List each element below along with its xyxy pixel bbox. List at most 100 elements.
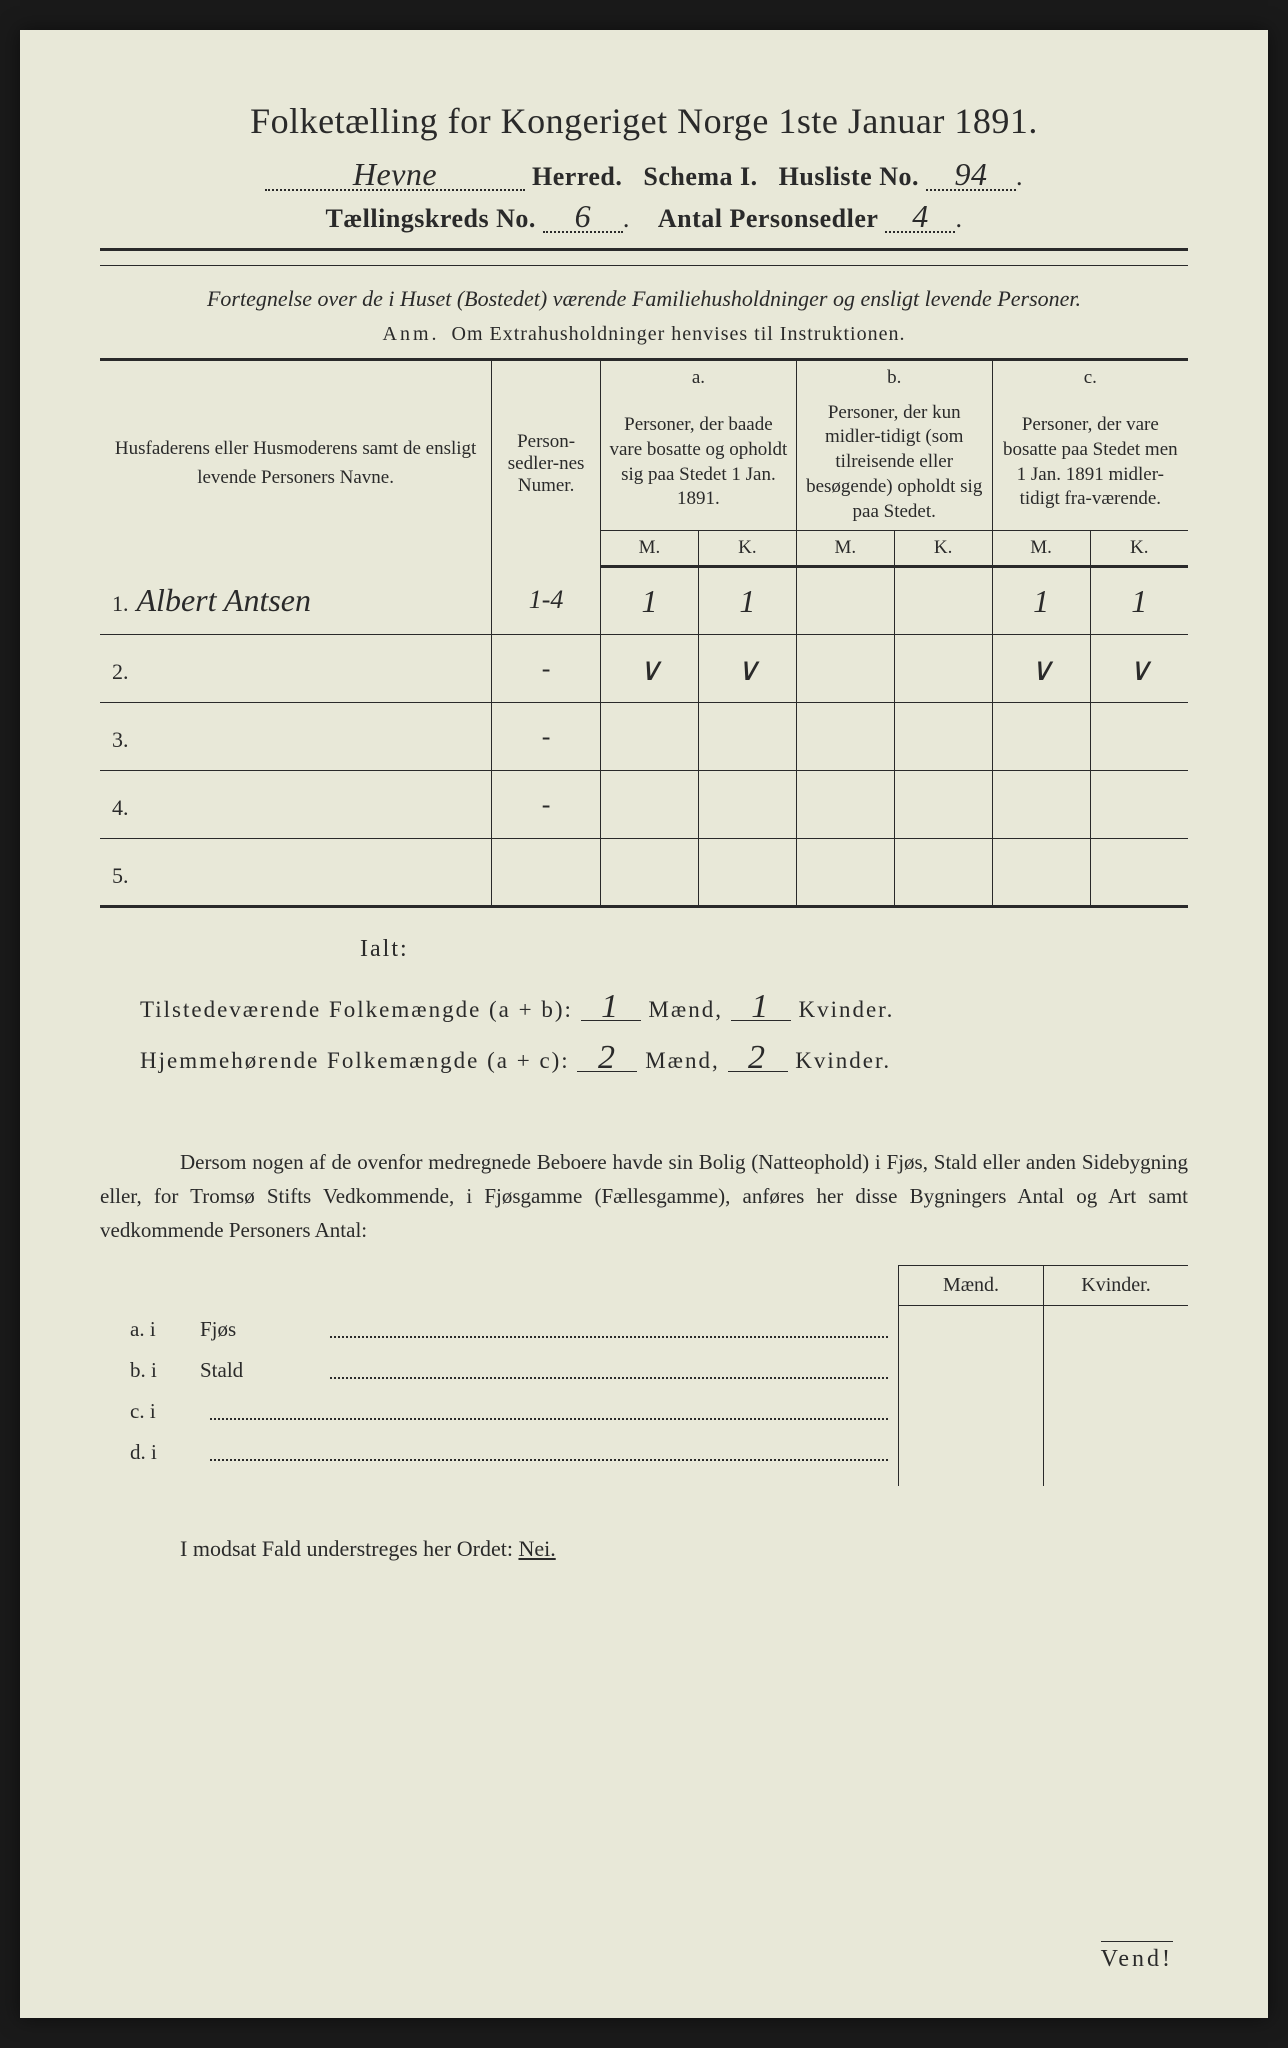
cell-num: -	[492, 635, 601, 703]
cell-bk	[894, 771, 992, 839]
maend-label: Mænd,	[645, 1048, 720, 1073]
cell-name: 5.	[100, 839, 492, 907]
total-resident: Hjemmehørende Folkemængde (a + c): 2 Mæn…	[140, 1036, 1188, 1087]
col-group-a-text: Personer, der baade vare bosatte og opho…	[601, 395, 797, 531]
kvinder-label: Kvinder.	[795, 1048, 891, 1073]
table-row: 3.-	[100, 703, 1188, 771]
form-subtitle: Fortegnelse over de i Huset (Bostedet) v…	[100, 284, 1188, 315]
divider	[100, 265, 1188, 266]
tot2-label: Hjemmehørende Folkemængde (a + c):	[140, 1048, 570, 1073]
kreds-label: Tællingskreds No.	[326, 204, 536, 233]
building-row: c. i	[100, 1391, 898, 1432]
cell-num	[492, 839, 601, 907]
cell-ck	[1090, 839, 1188, 907]
cell-bk	[894, 635, 992, 703]
col-group-b-text: Personer, der kun midler-tidigt (som til…	[796, 395, 992, 531]
nei-pre: I modsat Fald understreges her Ordet:	[180, 1536, 518, 1561]
table-row: 2.-∨∨∨∨	[100, 635, 1188, 703]
tot2-m: 2	[577, 1044, 637, 1072]
census-table: Husfaderens eller Husmoderens samt de en…	[100, 358, 1188, 908]
table-row: 5.	[100, 839, 1188, 907]
herred-label: Herred.	[532, 162, 622, 191]
kvinder-label: Kvinder.	[798, 997, 894, 1022]
cell-bk	[894, 567, 992, 635]
mk-column: Mænd. Kvinder.	[898, 1265, 1188, 1486]
building-section: a. iFjøsb. iStaldc. id. i Mænd. Kvinder.	[100, 1265, 1188, 1486]
cell-name: 3.	[100, 703, 492, 771]
table-row: 4.-	[100, 771, 1188, 839]
header-line-1: Hevne Herred. Schema I. Husliste No. 94.	[100, 160, 1188, 192]
building-row: a. iFjøs	[100, 1309, 898, 1350]
personsedler-label: Antal Personsedler	[658, 204, 879, 233]
col-group-b-label: b.	[796, 359, 992, 395]
cell-num: -	[492, 703, 601, 771]
table-row: 1.Albert Antsen1-41111	[100, 567, 1188, 635]
col-c-k: K.	[1090, 531, 1188, 567]
mk-body	[899, 1306, 1188, 1486]
cell-ck	[1090, 703, 1188, 771]
mk-header: Mænd. Kvinder.	[899, 1265, 1188, 1306]
cell-am	[601, 839, 699, 907]
header-line-2: Tællingskreds No. 6. Antal Personsedler …	[100, 202, 1188, 234]
nei-word: Nei.	[518, 1536, 555, 1561]
husliste-label: Husliste No.	[779, 162, 919, 191]
personsedler-value: 4	[885, 202, 955, 233]
cell-bm	[796, 839, 894, 907]
cell-ak	[698, 839, 796, 907]
husliste-value: 94	[926, 160, 1016, 191]
cell-ck: ∨	[1090, 635, 1188, 703]
divider	[100, 248, 1188, 251]
col-group-a-label: a.	[601, 359, 797, 395]
cell-ak: ∨	[698, 635, 796, 703]
cell-ck	[1090, 771, 1188, 839]
anm-text: Om Extrahusholdninger henvises til Instr…	[452, 323, 906, 345]
totals-block: Tilstedeværende Folkemængde (a + b): 1 M…	[140, 985, 1188, 1086]
cell-am	[601, 703, 699, 771]
cell-ak	[698, 703, 796, 771]
col-b-k: K.	[894, 531, 992, 567]
cell-cm	[992, 771, 1090, 839]
mk-header-k: Kvinder.	[1044, 1266, 1188, 1305]
document-page: Folketælling for Kongeriget Norge 1ste J…	[20, 30, 1268, 2018]
anm-prefix: Anm.	[383, 323, 440, 345]
table-body: 1.Albert Antsen1-411112.-∨∨∨∨3.-4.-5.	[100, 567, 1188, 907]
cell-cm: ∨	[992, 635, 1090, 703]
annotation-line: Anm. Om Extrahusholdninger henvises til …	[100, 323, 1188, 346]
cell-name: 1.Albert Antsen	[100, 567, 492, 635]
col-c-m: M.	[992, 531, 1090, 567]
building-list: a. iFjøsb. iStaldc. id. i	[100, 1265, 898, 1486]
building-row: b. iStald	[100, 1350, 898, 1391]
explanatory-paragraph: Dersom nogen af de ovenfor medregnede Be…	[100, 1146, 1188, 1247]
building-row: d. i	[100, 1432, 898, 1473]
cell-am: 1	[601, 567, 699, 635]
mk-header-m: Mænd.	[899, 1266, 1044, 1305]
nei-line: I modsat Fald understreges her Ordet: Ne…	[180, 1536, 1188, 1562]
cell-am: ∨	[601, 635, 699, 703]
col-header-number: Person-sedler-nes Numer.	[492, 359, 601, 566]
tot1-k: 1	[731, 993, 791, 1021]
cell-bk	[894, 839, 992, 907]
vend-label: Vend!	[1101, 1941, 1173, 1973]
herred-value: Hevne	[265, 160, 525, 191]
col-b-m: M.	[796, 531, 894, 567]
cell-cm	[992, 703, 1090, 771]
tot1-m: 1	[581, 993, 641, 1021]
para-text: Dersom nogen af de ovenfor medregnede Be…	[100, 1150, 1188, 1241]
cell-bm	[796, 635, 894, 703]
cell-am	[601, 771, 699, 839]
cell-ak: 1	[698, 567, 796, 635]
ialt-label: Ialt:	[360, 936, 1188, 963]
cell-num: -	[492, 771, 601, 839]
cell-ck: 1	[1090, 567, 1188, 635]
cell-name: 4.	[100, 771, 492, 839]
cell-num: 1-4	[492, 567, 601, 635]
cell-bm	[796, 567, 894, 635]
tot2-k: 2	[728, 1044, 788, 1072]
col-a-k: K.	[698, 531, 796, 567]
cell-bk	[894, 703, 992, 771]
col-group-c-label: c.	[992, 359, 1188, 395]
cell-bm	[796, 703, 894, 771]
col-a-m: M.	[601, 531, 699, 567]
cell-cm	[992, 839, 1090, 907]
cell-ak	[698, 771, 796, 839]
